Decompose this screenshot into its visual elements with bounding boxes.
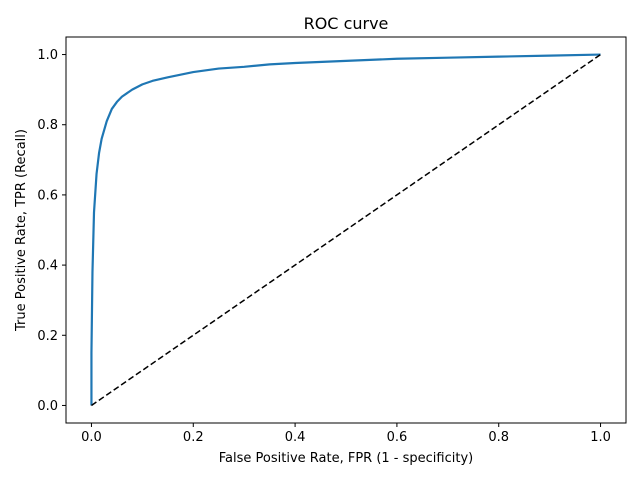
y-tick-label: 0.0 <box>37 399 58 414</box>
y-axis: 0.0 0.2 0.4 0.6 0.8 1.0 <box>37 48 66 414</box>
x-tick-label: 0.0 <box>81 430 102 445</box>
chance-diagonal-line <box>91 53 601 407</box>
x-tick-label: 0.6 <box>387 430 408 445</box>
roc-curve-line <box>90 53 601 406</box>
y-tick-label: 1.0 <box>37 48 58 63</box>
y-tick-label: 0.2 <box>37 329 58 344</box>
x-tick-label: 0.4 <box>285 430 306 445</box>
y-tick-label: 0.4 <box>37 259 58 274</box>
x-tick-label: 1.0 <box>590 430 611 445</box>
x-tick-label: 0.2 <box>183 430 204 445</box>
plot-frame <box>65 36 627 424</box>
plot-content <box>90 53 601 407</box>
x-axis-label: False Positive Rate, FPR (1 - specificit… <box>219 451 473 466</box>
y-axis-label: True Positive Rate, TPR (Recall) <box>14 129 29 332</box>
y-tick-label: 0.6 <box>37 188 58 203</box>
x-tick-label: 0.8 <box>488 430 509 445</box>
y-tick-label: 0.8 <box>37 118 58 133</box>
chart-title: ROC curve <box>304 14 389 33</box>
x-axis: 0.0 0.2 0.4 0.6 0.8 1.0 <box>81 423 611 445</box>
